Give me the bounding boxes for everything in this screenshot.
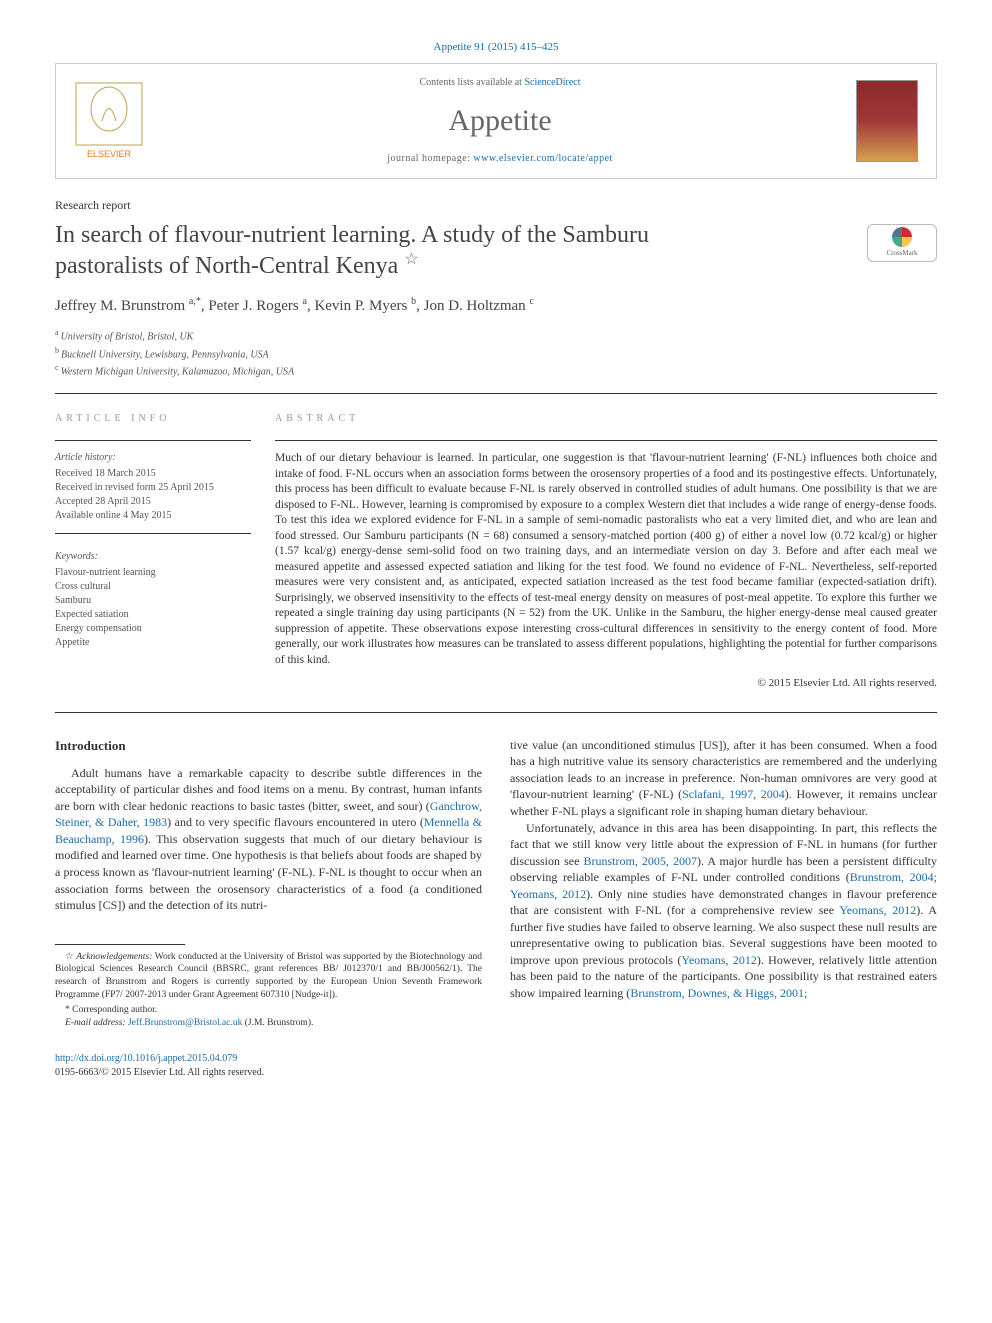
corresponding-author: * Corresponding author. — [55, 1004, 482, 1017]
article-type: Research report — [55, 197, 937, 214]
intro-para-1-cont: tive value (an unconditioned stimulus [U… — [510, 737, 937, 820]
title-footnote-star: ☆ — [404, 251, 418, 268]
journal-header: ELSEVIER Contents lists available at Sci… — [55, 63, 937, 179]
journal-name: Appetite — [162, 100, 838, 142]
rule-top — [55, 393, 937, 394]
ref-link[interactable]: Yeomans, 2012 — [839, 903, 916, 917]
abstract-text: Much of our dietary behaviour is learned… — [275, 451, 937, 668]
article-title: In search of flavour-nutrient learning. … — [55, 220, 847, 281]
history-received: Received 18 March 2015 — [55, 467, 251, 481]
crossmark-icon — [892, 227, 912, 247]
keyword: Expected satiation — [55, 608, 251, 622]
crossmark-badge[interactable]: CrossMark — [867, 224, 937, 262]
keyword: Cross cultural — [55, 580, 251, 594]
keywords-label: Keywords: — [55, 550, 251, 564]
affiliations: aUniversity of Bristol, Bristol, UK bBuc… — [55, 327, 937, 379]
keyword: Samburu — [55, 594, 251, 608]
intro-para-2: Unfortunately, advance in this area has … — [510, 820, 937, 1002]
article-info-heading: ARTICLE INFO — [55, 412, 251, 426]
issn-line: 0195-6663/© 2015 Elsevier Ltd. All right… — [55, 1067, 264, 1078]
elsevier-logo: ELSEVIER — [74, 81, 144, 161]
body-col-right: tive value (an unconditioned stimulus [U… — [510, 737, 937, 1080]
homepage-link[interactable]: www.elsevier.com/locate/appet — [473, 153, 612, 164]
footnotes: ☆ Acknowledgements: Work conducted at th… — [55, 951, 482, 1030]
article-info-block: ARTICLE INFO Article history: Received 1… — [55, 412, 275, 692]
footer-links: http://dx.doi.org/10.1016/j.appet.2015.0… — [55, 1052, 482, 1080]
sciencedirect-link[interactable]: ScienceDirect — [524, 77, 580, 88]
homepage-line: journal homepage: www.elsevier.com/locat… — [162, 152, 838, 166]
abstract-block: ABSTRACT Much of our dietary behaviour i… — [275, 412, 937, 692]
citation-line: Appetite 91 (2015) 415–425 — [55, 40, 937, 55]
footnote-rule — [55, 944, 185, 945]
journal-cover-thumb — [856, 80, 918, 162]
ref-link[interactable]: Brunstrom, 2005, 2007 — [583, 854, 697, 868]
doi-link[interactable]: http://dx.doi.org/10.1016/j.appet.2015.0… — [55, 1053, 237, 1064]
history-accepted: Accepted 28 April 2015 — [55, 495, 251, 509]
history-revised: Received in revised form 25 April 2015 — [55, 481, 251, 495]
ref-link[interactable]: Sclafani, 1997, 2004 — [682, 787, 785, 801]
keyword: Energy compensation — [55, 622, 251, 636]
body-col-left: Introduction Adult humans have a remarka… — [55, 737, 482, 1080]
ref-link[interactable]: Brunstrom, Downes, & Higgs, 2001; — [630, 986, 807, 1000]
contents-line: Contents lists available at ScienceDirec… — [162, 76, 838, 90]
intro-para-1: Adult humans have a remarkable capacity … — [55, 765, 482, 914]
abstract-heading: ABSTRACT — [275, 412, 937, 426]
keyword: Flavour-nutrient learning — [55, 566, 251, 580]
history-online: Available online 4 May 2015 — [55, 509, 251, 523]
history-label: Article history: — [55, 451, 251, 465]
keyword: Appetite — [55, 636, 251, 650]
svg-text:ELSEVIER: ELSEVIER — [87, 149, 132, 159]
intro-heading: Introduction — [55, 737, 482, 755]
ref-link[interactable]: Yeomans, 2012 — [681, 953, 756, 967]
email-link[interactable]: Jeff.Brunstrom@Bristol.ac.uk — [128, 1018, 242, 1028]
citation-link[interactable]: Appetite 91 (2015) 415–425 — [434, 41, 559, 53]
authors-line: Jeffrey M. Brunstrom a,*, Peter J. Roger… — [55, 295, 937, 317]
rule-bottom — [55, 712, 937, 713]
abstract-copyright: © 2015 Elsevier Ltd. All rights reserved… — [275, 676, 937, 691]
